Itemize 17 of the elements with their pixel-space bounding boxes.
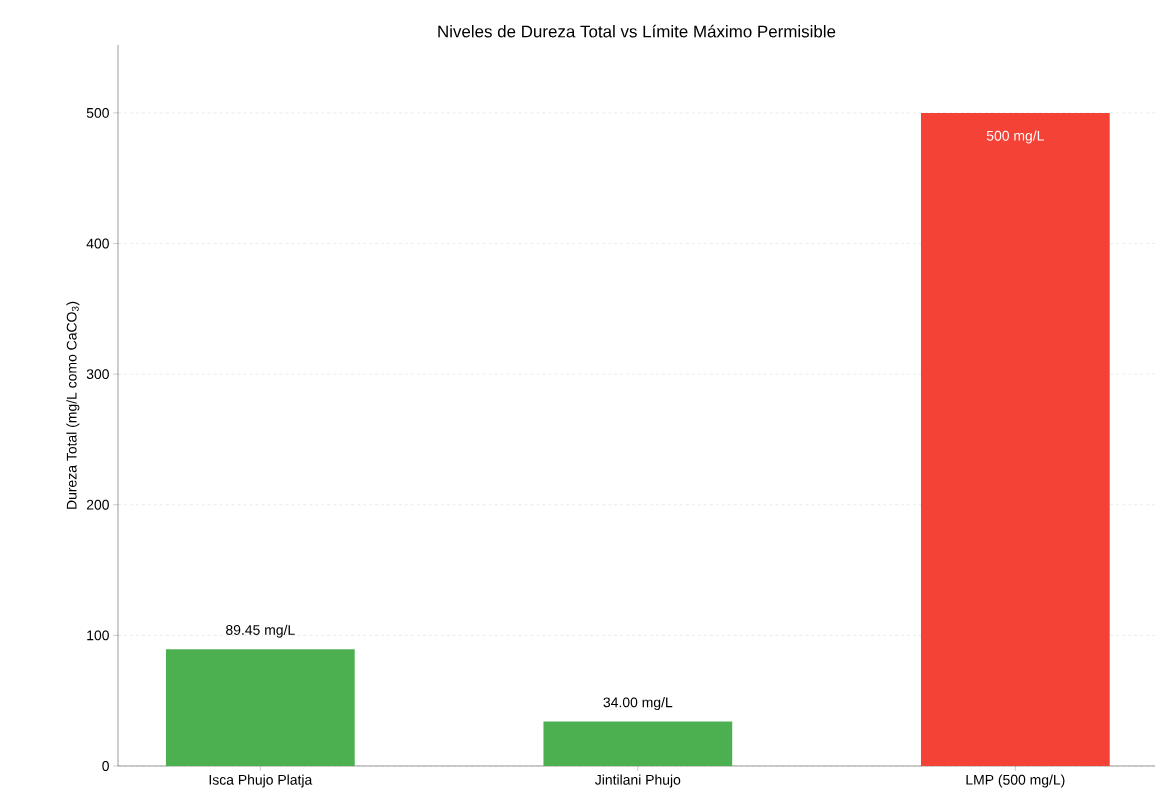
y-tick-label: 500 — [86, 107, 109, 118]
bar — [543, 721, 733, 766]
chart-title: Niveles de Dureza Total vs Límite Máximo Permisible — [438, 24, 836, 38]
data-label: 500 mg/L — [986, 130, 1044, 144]
y-tick-label: 100 — [87, 630, 109, 641]
x-tick-label: LMP (500 mg/L) — [966, 774, 1065, 788]
bar — [165, 649, 355, 766]
x-tick-label: Jintilani Phujo — [595, 774, 681, 788]
data-label: 34.00 mg/L — [603, 697, 673, 711]
y-tick-label: 0 — [102, 761, 109, 771]
y-tick-label: 200 — [86, 499, 109, 510]
data-label: 89.45 mg/L — [226, 624, 295, 638]
y-tick-label: 400 — [86, 238, 109, 249]
x-tick-label: Isca Phujo Platja — [209, 774, 313, 788]
y-tick-label: 300 — [86, 369, 109, 380]
y-axis-title: Dureza Total (mg/L como CaCO$_{3}$) — [66, 301, 80, 509]
bar — [920, 112, 1110, 766]
